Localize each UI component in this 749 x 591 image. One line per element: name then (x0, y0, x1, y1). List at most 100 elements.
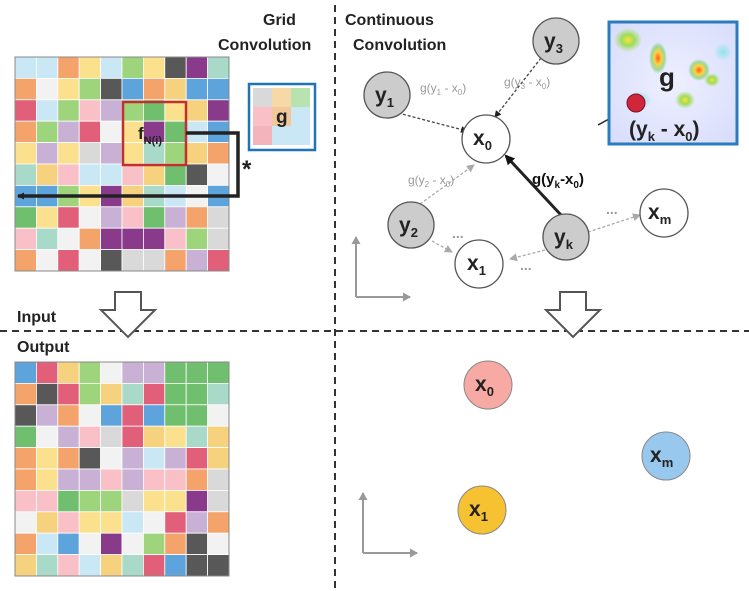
grid-cell (100, 554, 123, 577)
grid-cell (164, 511, 187, 534)
grid-cell (100, 206, 123, 229)
grid-cell (142, 78, 166, 101)
grid-cell (142, 56, 166, 79)
grid-cell (121, 511, 144, 534)
grid-cell (57, 554, 80, 577)
grid-cell (57, 227, 80, 250)
grid-cell (207, 425, 230, 449)
grid-cell (142, 511, 166, 534)
grid-cell (121, 56, 144, 79)
grid-cell (100, 511, 123, 534)
grid-cell (121, 447, 144, 470)
output-grid (14, 361, 230, 577)
grid-cell (100, 163, 123, 186)
grid-cell (78, 227, 101, 250)
grid-cell (14, 206, 37, 229)
grid-cell (185, 489, 208, 513)
grid-cell (100, 142, 123, 165)
grid-cell (78, 206, 101, 229)
grid-cell (207, 361, 230, 384)
grid-cell (164, 554, 187, 577)
grid-cell (207, 554, 230, 577)
grid-cell (164, 227, 187, 250)
grid-cell (185, 206, 208, 229)
grid-cell (57, 447, 80, 470)
grid-cell (57, 142, 80, 165)
grid-cell (78, 511, 101, 534)
grid-cell (78, 120, 101, 143)
grid-cell (185, 361, 208, 384)
grid-cell (36, 206, 59, 229)
grid-cell (164, 425, 187, 449)
grid-cell (78, 56, 101, 79)
grid-cell (164, 163, 187, 186)
grid-cell (57, 163, 80, 186)
grid-cell (121, 532, 144, 556)
grid-cell (14, 447, 37, 470)
grid-cell (36, 163, 59, 186)
svg-text:yk: yk (554, 226, 574, 252)
output-node-x0: x0 (463, 360, 513, 410)
grid-cell (121, 206, 144, 229)
grid-cell (78, 468, 101, 491)
continuous-convolution-title-line2: Convolution (353, 37, 446, 54)
down-arrow-continuous (543, 291, 603, 339)
grid-cell (185, 163, 208, 186)
grid-cell (100, 78, 123, 101)
grid-cell (14, 468, 37, 491)
output-node-x1: x1 (457, 485, 507, 535)
grid-cell (78, 163, 101, 186)
axes-bottom (358, 492, 418, 558)
grid-cell (100, 532, 123, 556)
grid-cell (57, 78, 80, 101)
grid-cell (185, 404, 208, 427)
grid-cell (164, 532, 187, 556)
node-xm: xm (639, 188, 689, 238)
grid-cell (207, 468, 230, 491)
grid-cell (207, 382, 230, 406)
grid-cell (36, 404, 59, 427)
grid-cell (142, 227, 166, 250)
grid-cell (185, 99, 208, 122)
grid-cell (207, 206, 230, 229)
grid-cell (142, 404, 166, 427)
grid-cell (142, 206, 166, 229)
grid-cell (14, 554, 37, 577)
grid-cell (185, 511, 208, 534)
grid-cell (207, 99, 230, 122)
grid-cell (121, 249, 144, 272)
grid-cell (164, 361, 187, 384)
grid-cell (121, 404, 144, 427)
edge-label-g1: g(y1 - x0) (420, 81, 466, 97)
grid-cell (78, 382, 101, 406)
grid-cell (36, 532, 59, 556)
grid-cell (100, 99, 123, 122)
svg-text:x1: x1 (469, 498, 488, 524)
grid-cell (164, 206, 187, 229)
grid-cell (164, 382, 187, 406)
grid-cell (100, 361, 123, 384)
axes-top (351, 236, 411, 302)
grid-cell (164, 489, 187, 513)
edge-yk-x1 (509, 249, 546, 262)
grid-cell (57, 120, 80, 143)
output-label: Output (17, 339, 70, 356)
grid-cell (207, 163, 230, 186)
grid-cell (142, 447, 166, 470)
grid-cell (14, 425, 37, 449)
grid-cell (185, 249, 208, 272)
grid-cell (36, 489, 59, 513)
grid-cell (36, 554, 59, 577)
grid-cell (142, 249, 166, 272)
grid-cell (14, 489, 37, 513)
grid-cell (207, 142, 230, 165)
grid-cell (78, 361, 101, 384)
node-y2: y2 (387, 201, 435, 249)
grid-cell (78, 142, 101, 165)
ellipsis-x1: ... (520, 257, 532, 273)
svg-text:xm: xm (648, 201, 671, 227)
grid-cell (164, 56, 187, 79)
grid-border (14, 361, 230, 577)
grid-cell (142, 382, 166, 406)
node-yk: yk (542, 213, 590, 261)
